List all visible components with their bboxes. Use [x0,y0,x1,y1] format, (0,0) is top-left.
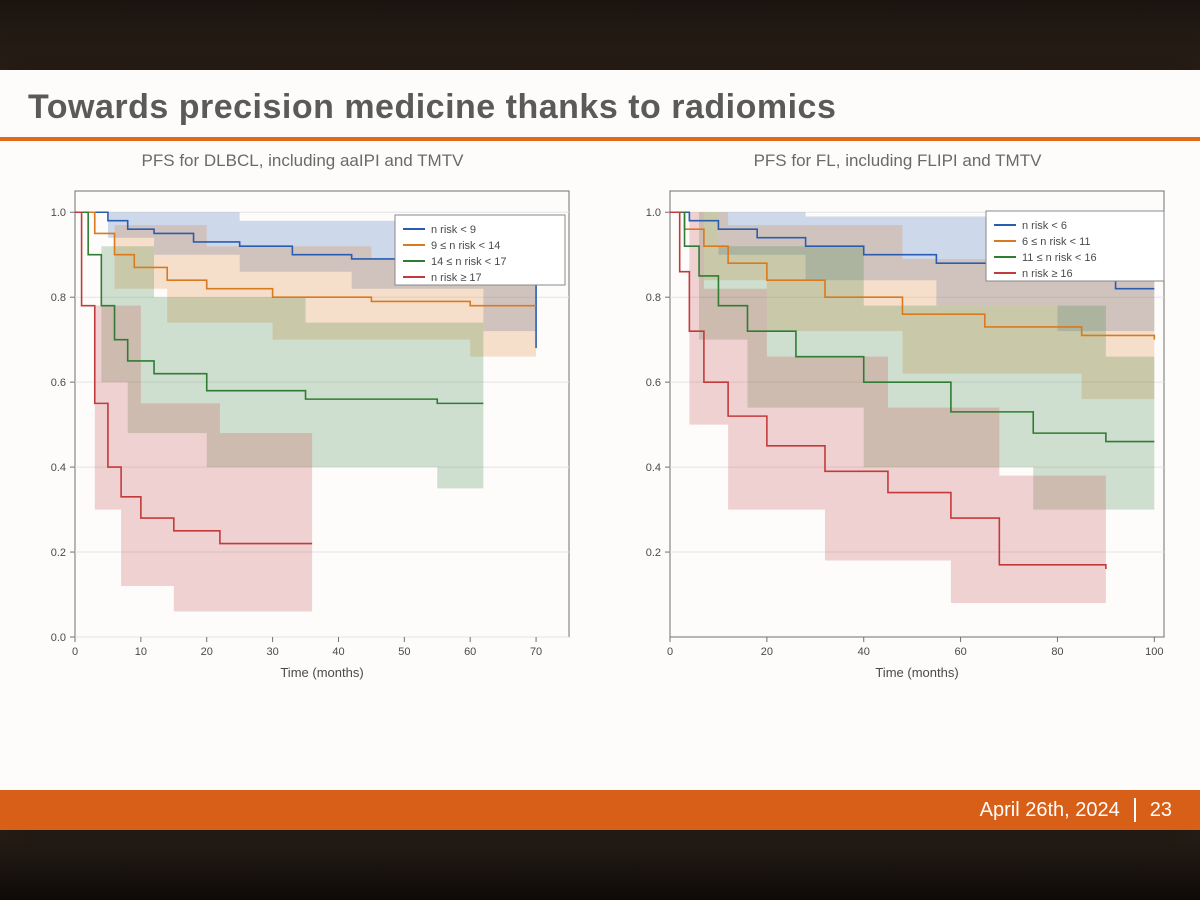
xtick-label: 0 [666,646,672,658]
xtick-label: 30 [266,646,278,658]
footer-page: 23 [1150,799,1172,822]
footer-date: April 26th, 2024 [980,799,1120,822]
legend-label: n risk ≥ 16 [1022,268,1073,280]
ytick-label: 0.6 [50,377,65,389]
ytick-label: 0.4 [50,462,65,474]
x-axis-label: Time (months) [875,665,958,680]
legend-label: n risk < 9 [431,224,476,236]
chart-left-col: PFS for DLBCL, including aaIPI and TMTV … [10,147,595,693]
x-axis-label: Time (months) [280,665,363,680]
xtick-label: 50 [398,646,410,658]
ambient-bottom [0,830,1200,900]
chart-fl: 0.2 0.4 0.6 0.8 1.0 0 20 40 60 80 100 Time (months)… [618,173,1178,693]
xtick-label: 80 [1051,646,1063,658]
chart-dlbcl: 0.0 0.2 0.4 0.6 0.8 1.0 0 10 20 30 40 50 60 70 Time (m… [23,173,583,693]
ytick-label: 0.6 [645,377,660,389]
ytick-label: 0.8 [645,292,660,304]
ytick-label: 0.4 [645,462,660,474]
slide-footer: April 26th, 2024 23 [0,790,1200,830]
title-bar: Towards precision medicine thanks to rad… [0,70,1200,141]
legend-label: 6 ≤ n risk < 11 [1022,236,1091,248]
xtick-label: 100 [1145,646,1163,658]
ytick-label: 1.0 [50,207,65,219]
ytick-label: 0.0 [50,632,65,644]
ytick-label: 0.2 [645,547,660,559]
slide-title: Towards precision medicine thanks to rad… [28,88,1172,127]
xtick-label: 60 [464,646,476,658]
legend-label: 9 ≤ n risk < 14 [431,240,500,252]
footer-separator [1134,798,1136,822]
legend-label: n risk ≥ 17 [431,272,482,284]
legend-label: 11 ≤ n risk < 16 [1022,252,1097,264]
chart-title-fl: PFS for FL, including FLIPI and TMTV [754,151,1042,171]
xtick-label: 0 [71,646,77,658]
xtick-label: 20 [200,646,212,658]
xtick-label: 40 [332,646,344,658]
xtick-label: 40 [857,646,869,658]
ytick-label: 1.0 [645,207,660,219]
xtick-label: 70 [529,646,541,658]
chart-right-col: PFS for FL, including FLIPI and TMTV 0.2… [605,147,1190,693]
slide: Towards precision medicine thanks to rad… [0,70,1200,830]
xtick-label: 10 [134,646,146,658]
legend-label: 14 ≤ n risk < 17 [431,256,506,268]
ambient-top [0,0,1200,70]
ytick-label: 0.2 [50,547,65,559]
ytick-label: 0.8 [50,292,65,304]
legend-label: n risk < 6 [1022,220,1067,232]
charts-row: PFS for DLBCL, including aaIPI and TMTV … [0,141,1200,693]
chart-title-dlbcl: PFS for DLBCL, including aaIPI and TMTV [142,151,464,171]
xtick-label: 20 [760,646,772,658]
xtick-label: 60 [954,646,966,658]
